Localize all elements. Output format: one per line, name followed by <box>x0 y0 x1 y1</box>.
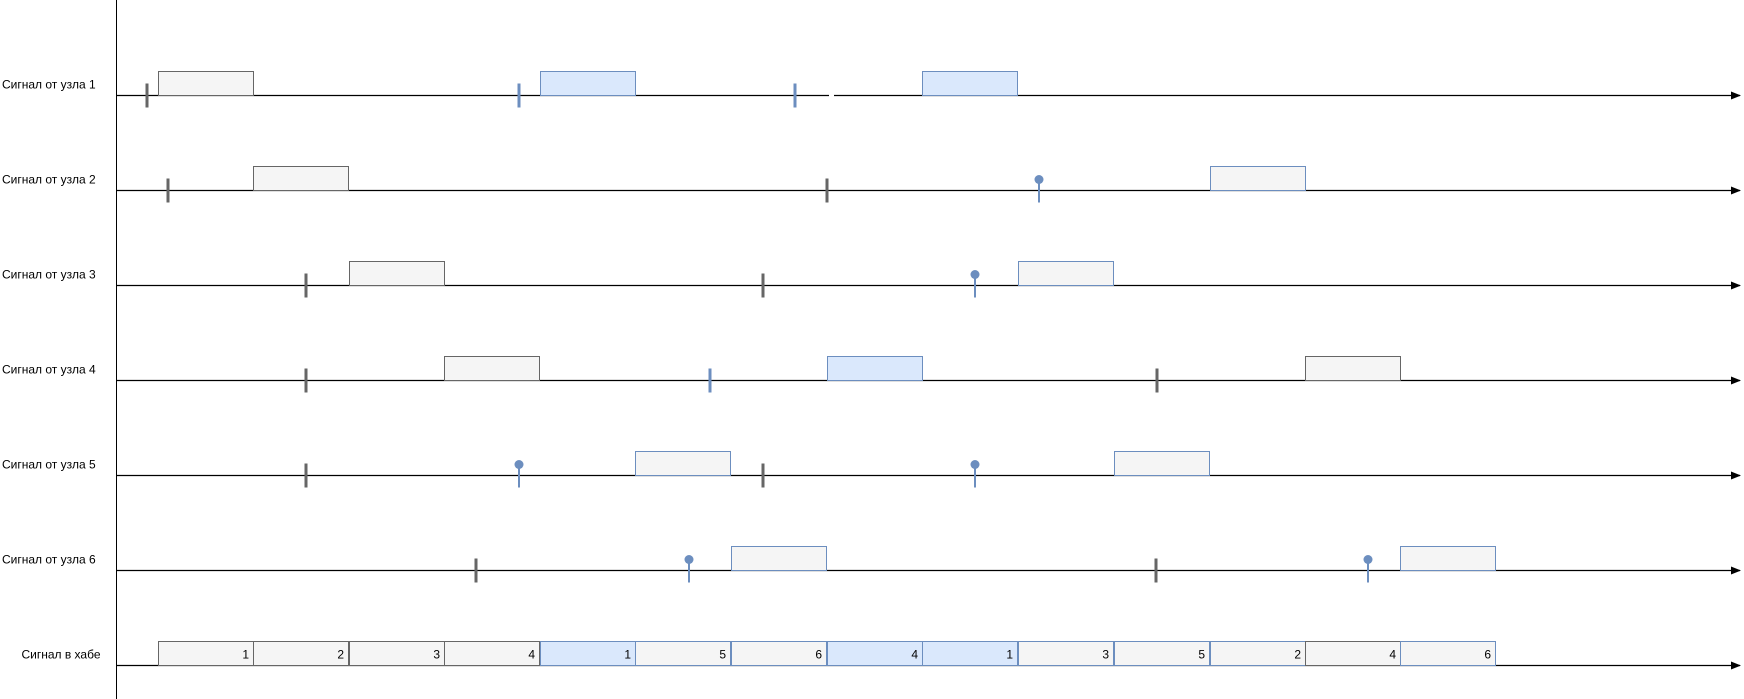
hub-slot-number: 2 <box>1294 648 1301 662</box>
hub-slot-number: 6 <box>815 648 822 662</box>
row-label: Сигнал от узла 4 <box>2 363 96 377</box>
hub-slot <box>731 641 827 666</box>
signal-row-2: Сигнал от узла 2 <box>2 166 1741 203</box>
hub-slot-number: 1 <box>1006 648 1013 662</box>
hub-slot-number: 2 <box>337 648 344 662</box>
packet <box>922 71 1018 96</box>
packet <box>349 261 445 286</box>
row-label: Сигнал от узла 2 <box>2 173 96 187</box>
signal-row-3: Сигнал от узла 3 <box>2 261 1741 298</box>
packet <box>1018 261 1114 286</box>
hub-slot-number: 3 <box>1102 648 1109 662</box>
backoff-pin-head <box>684 555 694 564</box>
signal-row-1: Сигнал от узла 1 <box>2 71 1741 108</box>
packet <box>444 356 540 381</box>
hub-slot <box>158 641 254 666</box>
hub-slot <box>827 641 923 666</box>
packet <box>253 166 349 191</box>
hub-slot-number: 4 <box>528 648 535 662</box>
packet <box>827 356 923 381</box>
signal-row-6: Сигнал от узла 6 <box>2 546 1741 583</box>
packet <box>731 546 827 571</box>
packet <box>540 71 636 96</box>
backoff-pin-head <box>1034 175 1044 184</box>
hub-row: Сигнал в хабе 1 2 3 4 1 5 6 4 1 3 5 2 4 6 <box>21 641 1741 670</box>
row-label: Сигнал в хабе <box>21 648 100 662</box>
hub-slot <box>635 641 731 666</box>
hub-slot <box>253 641 349 666</box>
hub-slot <box>444 641 540 666</box>
hub-slot-number: 4 <box>911 648 918 662</box>
signal-row-4: Сигнал от узла 4 <box>2 356 1741 393</box>
backoff-pin-head <box>1363 555 1373 564</box>
hub-slot-number: 4 <box>1389 648 1396 662</box>
hub-slot <box>540 641 636 666</box>
signal-row-5: Сигнал от узла 5 <box>2 451 1741 488</box>
hub-slot <box>1114 641 1210 666</box>
backoff-pin-head <box>970 460 980 469</box>
hub-slot-number: 1 <box>242 648 249 662</box>
hub-slot-number: 5 <box>1198 648 1205 662</box>
backoff-pin-head <box>970 270 980 279</box>
packet <box>1400 546 1496 571</box>
row-label: Сигнал от узла 6 <box>2 553 96 567</box>
row-label: Сигнал от узла 5 <box>2 458 96 472</box>
hub-slot-number: 3 <box>433 648 440 662</box>
packet <box>158 71 254 96</box>
hub-slot-number: 1 <box>624 648 631 662</box>
hub-slot <box>922 641 1018 666</box>
hub-slot-number: 6 <box>1484 648 1491 662</box>
packet <box>1210 166 1306 191</box>
row-label: Сигнал от узла 1 <box>2 78 96 92</box>
packet <box>635 451 731 476</box>
hub-slot <box>1018 641 1114 666</box>
hub-slot <box>1305 641 1401 666</box>
row-label: Сигнал от узла 3 <box>2 268 96 282</box>
hub-slot <box>1400 641 1496 666</box>
hub-slot-number: 5 <box>719 648 726 662</box>
hub-slot <box>1210 641 1306 666</box>
packet <box>1305 356 1401 381</box>
packet <box>1114 451 1210 476</box>
backoff-pin-head <box>514 460 524 469</box>
hub-slot <box>349 641 445 666</box>
